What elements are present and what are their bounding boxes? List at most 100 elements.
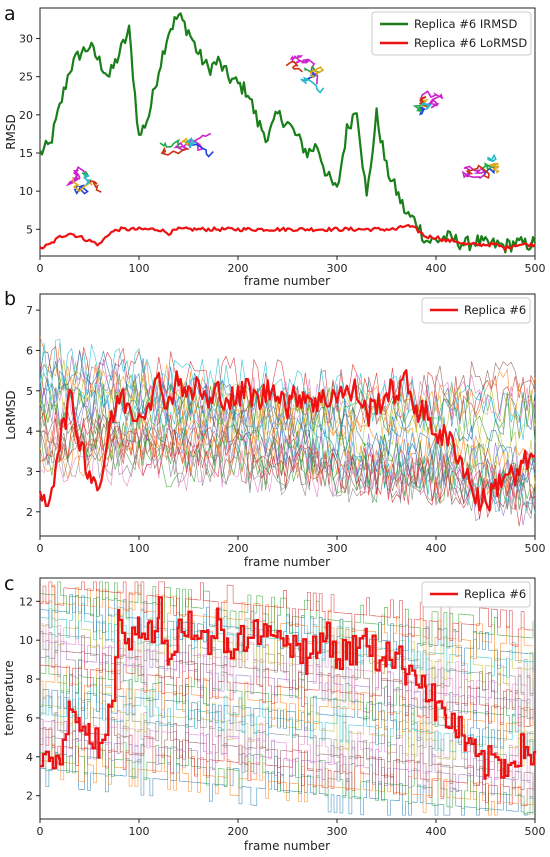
x-tick-label-c-5: 500 [525, 825, 546, 838]
y-tick-label-b-3: 5 [26, 385, 33, 398]
x-axis-label-c: frame number [244, 839, 330, 853]
plot-area-c [39, 577, 536, 820]
x-tick-label-a-4: 400 [426, 262, 447, 275]
y-tick-label-c-2: 6 [26, 712, 33, 725]
protein-inset-2-strand-3 [309, 66, 325, 78]
legend-box-c [421, 581, 531, 608]
protein-insets [65, 54, 500, 195]
background-replica-b-17 [39, 429, 536, 512]
y-tick-label-a-5: 30 [19, 33, 33, 46]
y-axis-label-a: RMSD [4, 114, 18, 150]
panel-letter-b: b [4, 288, 16, 310]
y-tick-label-a-0: 5 [26, 223, 33, 236]
y-tick-label-b-5: 7 [26, 304, 33, 317]
background-replica-b-14 [39, 390, 536, 487]
protein-inset-3-strand-0 [419, 90, 444, 109]
background-replica-b-19 [39, 372, 536, 514]
y-tick-label-b-2: 4 [26, 425, 33, 438]
series-line-b-0 [38, 369, 536, 512]
x-tick-label-b-0: 0 [37, 542, 44, 555]
y-axis-label-c: temperature [2, 660, 16, 735]
x-tick-label-b-3: 300 [327, 542, 348, 555]
x-axis-label-a: frame number [244, 274, 330, 288]
protein-inset-0-strand-5 [82, 173, 92, 186]
background-replica-c-22 [40, 581, 534, 649]
panel-letter-a: a [4, 3, 16, 25]
protein-inset-4-strand-4 [465, 164, 490, 179]
ticks-b: 0 100 200 300 400 500 2 3 4 5 6 7 [26, 304, 546, 555]
series-c [40, 596, 537, 780]
x-tick-label-c-1: 100 [129, 825, 150, 838]
x-tick-label-a-1: 100 [129, 262, 150, 275]
ticks-a: 0 100 200 300 400 500 5 10 15 20 25 30 [19, 33, 546, 275]
x-tick-label-b-5: 500 [525, 542, 546, 555]
series-b [38, 369, 536, 512]
protein-inset-2-strand-4 [285, 60, 303, 73]
protein-inset-3-strand-2 [412, 103, 427, 113]
protein-inset-2-strand-0 [289, 54, 319, 85]
y-tick-label-b-0: 2 [26, 506, 33, 519]
protein-inset-0-strand-4 [86, 179, 102, 193]
background-replica-b-20 [39, 350, 536, 481]
legend-label-irmsd: Replica #6 IRMSD [414, 17, 517, 31]
background-replicas-b [39, 336, 536, 527]
legend-label-replica-c: Replica #6 [464, 587, 526, 601]
panel-b: b frame number LoRMSD 0 100 200 300 400 500 2 3… [4, 288, 546, 569]
x-tick-label-c-2: 200 [228, 825, 249, 838]
protein-inset-3-strand-1 [419, 106, 427, 116]
protein-inset-3-strand-5 [420, 101, 432, 110]
x-tick-label-a-3: 300 [327, 262, 348, 275]
protein-inset-1-strand-2 [159, 138, 180, 148]
background-replica-c-7 [40, 695, 534, 773]
series-a [39, 12, 537, 254]
panel-a: a frame number RMSD 0 100 200 300 400 500 5 10 1… [4, 3, 546, 288]
legend-c: Replica #6 [421, 581, 531, 608]
y-tick-label-b-4: 6 [26, 344, 33, 357]
panel-c: c frame number temperature 0 100 200 300 400… [2, 573, 546, 853]
x-tick-label-c-3: 300 [327, 825, 348, 838]
protein-inset-4-strand-3 [489, 162, 500, 174]
protein-inset-1-strand-4 [160, 146, 189, 156]
y-tick-label-a-1: 10 [19, 185, 33, 198]
protein-inset-4-strand-5 [487, 154, 497, 163]
x-tick-label-b-1: 100 [129, 542, 150, 555]
legend-label-lormsd: Replica #6 LoRMSD [414, 36, 527, 50]
ticks-c: 0 100 200 300 400 500 2 4 6 8 10 12 [19, 595, 546, 838]
panel-letter-c: c [4, 573, 14, 595]
y-tick-label-b-1: 3 [26, 465, 33, 478]
series-line-a-1 [39, 223, 536, 252]
protein-inset-1-strand-5 [185, 137, 197, 150]
legend-b: Replica #6 [421, 297, 531, 324]
background-replica-b-9 [39, 339, 536, 441]
x-tick-label-c-0: 0 [37, 825, 44, 838]
legend-label-replica-b: Replica #6 [464, 303, 526, 317]
background-replica-b-23 [39, 417, 535, 511]
protein-inset-4-strand-2 [481, 162, 493, 171]
x-axis-label-b: frame number [244, 555, 330, 569]
legend-box-b [421, 297, 531, 324]
y-tick-label-c-3: 8 [26, 673, 33, 686]
background-replica-c-23 [40, 581, 534, 647]
x-tick-label-a-2: 200 [228, 262, 249, 275]
y-tick-label-a-4: 25 [19, 71, 33, 84]
x-tick-label-b-4: 400 [426, 542, 447, 555]
legend-box-a [371, 11, 532, 56]
protein-inset-2-strand-5 [300, 76, 325, 94]
x-tick-label-c-4: 400 [426, 825, 447, 838]
x-tick-label-a-0: 0 [37, 262, 44, 275]
y-tick-label-a-2: 15 [19, 147, 33, 160]
background-replica-b-22 [39, 403, 536, 493]
y-tick-label-a-3: 20 [19, 109, 33, 122]
y-tick-label-c-5: 12 [19, 595, 33, 608]
x-tick-label-b-2: 200 [228, 542, 249, 555]
y-tick-label-c-1: 4 [26, 751, 33, 764]
protein-inset-1-strand-3 [181, 137, 190, 147]
series-line-c-0 [40, 596, 537, 780]
background-replica-c-3 [40, 727, 534, 807]
legend-a: Replica #6 IRMSD Replica #6 LoRMSD [371, 11, 532, 56]
x-tick-label-a-5: 500 [525, 262, 546, 275]
y-tick-label-c-4: 10 [19, 634, 33, 647]
protein-inset-0-strand-1 [73, 184, 89, 195]
background-replica-b-11 [39, 411, 536, 497]
